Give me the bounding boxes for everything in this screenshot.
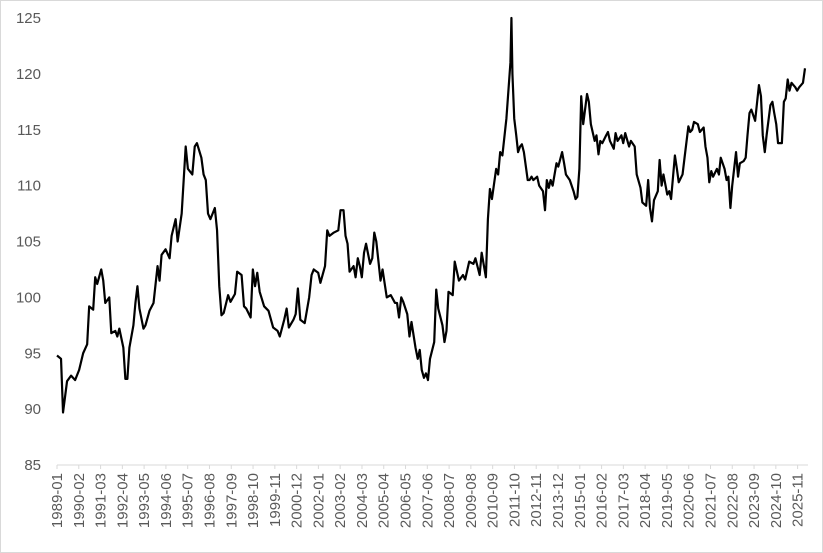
y-tick-label: 120 bbox=[16, 66, 41, 83]
x-tick-label: 2020-06 bbox=[681, 473, 698, 528]
x-tick-label: 2002-01 bbox=[310, 473, 327, 528]
x-tick-label: 2005-04 bbox=[376, 473, 393, 528]
x-tick-label: 2018-04 bbox=[637, 473, 654, 528]
x-tick-label: 1998-10 bbox=[245, 473, 262, 528]
y-tick-label: 105 bbox=[16, 234, 41, 251]
x-tick-label: 2024-10 bbox=[768, 473, 785, 528]
x-tick-label: 2015-01 bbox=[572, 473, 589, 528]
x-tick-label: 1990-02 bbox=[71, 473, 88, 528]
x-tick-label: 2017-03 bbox=[615, 473, 632, 528]
x-tick-label: 1999-11 bbox=[267, 473, 284, 527]
x-tick-label: 2004-03 bbox=[354, 473, 371, 528]
x-tick-label: 2023-09 bbox=[746, 473, 763, 528]
y-tick-label: 125 bbox=[16, 10, 41, 27]
x-tick-label: 2019-05 bbox=[659, 473, 676, 528]
x-tick-label: 2021-07 bbox=[702, 473, 719, 528]
x-tick-label: 2011-10 bbox=[506, 473, 523, 527]
x-tick-label: 1996-08 bbox=[201, 473, 218, 528]
x-tick-label: 1993-05 bbox=[136, 473, 153, 528]
y-tick-label: 110 bbox=[17, 178, 41, 195]
x-tick-label: 2008-07 bbox=[441, 473, 458, 528]
x-tick-label: 2016-02 bbox=[594, 473, 611, 528]
x-tick-label: 1994-06 bbox=[158, 473, 175, 528]
x-tick-label: 2003-02 bbox=[332, 473, 349, 528]
x-tick-label: 1991-03 bbox=[93, 473, 110, 528]
y-tick-label: 95 bbox=[24, 345, 41, 362]
x-tick-label: 2010-09 bbox=[485, 473, 502, 528]
x-tick-label: 2007-06 bbox=[419, 473, 436, 528]
y-tick-label: 85 bbox=[24, 457, 41, 474]
x-tick-label: 1997-09 bbox=[223, 473, 240, 528]
y-tick-label: 115 bbox=[17, 122, 41, 139]
x-tick-label: 2012-11 bbox=[528, 473, 545, 527]
data-line bbox=[56, 16, 807, 414]
x-tick-label: 1995-07 bbox=[180, 473, 197, 528]
x-tick-label: 2000-12 bbox=[289, 473, 306, 528]
x-tick-label: 2009-08 bbox=[463, 473, 480, 528]
x-tick-label: 2006-05 bbox=[398, 473, 415, 528]
x-tick-label: 2013-12 bbox=[550, 473, 567, 528]
x-tick-label: 1989-01 bbox=[49, 473, 66, 528]
y-tick-label: 100 bbox=[16, 289, 41, 306]
x-tick-label: 1992-04 bbox=[114, 473, 131, 528]
x-tick-label: 2025-11 bbox=[790, 473, 807, 527]
y-tick-label: 90 bbox=[24, 401, 41, 418]
x-tick-label: 2022-08 bbox=[724, 473, 741, 528]
